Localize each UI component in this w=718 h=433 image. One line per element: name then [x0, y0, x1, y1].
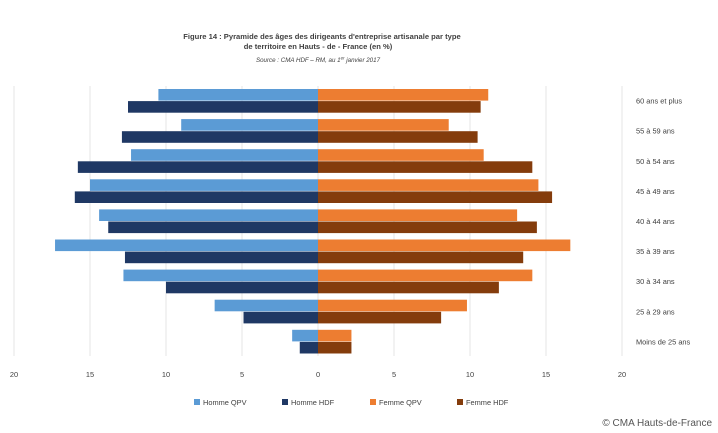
- legend-label: Femme QPV: [379, 398, 422, 407]
- category-label: 50 à 54 ans: [636, 157, 675, 166]
- category-label: 60 ans et plus: [636, 97, 682, 106]
- bar-homme-qpv: [214, 299, 318, 312]
- category-label: 45 à 49 ans: [636, 187, 675, 196]
- bar-homme-hdf: [243, 311, 318, 324]
- legend-swatch: [457, 399, 463, 405]
- bar-femme-hdf: [318, 341, 352, 354]
- chart-source-tail: janvier 2017: [345, 57, 381, 64]
- x-tick-label: 10: [466, 370, 474, 379]
- legend-label: Homme QPV: [203, 398, 247, 407]
- bar-homme-hdf: [124, 251, 319, 264]
- bar-femme-qpv: [318, 149, 484, 161]
- bar-homme-qpv: [90, 179, 318, 191]
- legend-swatch: [370, 399, 376, 405]
- category-labels: 60 ans et plus 55 à 59 ans 50 à 54 ans 45 à…: [636, 97, 691, 347]
- bar-femme-qpv: [318, 179, 539, 191]
- x-tick-label: 15: [86, 370, 94, 379]
- bars: [55, 89, 571, 354]
- bar-homme-qpv: [131, 149, 318, 161]
- bar-femme-qpv: [318, 299, 467, 312]
- x-axis-tick-labels: 20 15 10 5 0 5 10 15 20: [10, 370, 626, 379]
- legend-swatch: [282, 399, 288, 405]
- bar-femme-qpv: [318, 209, 518, 221]
- legend-swatch: [194, 399, 200, 405]
- category-label: 35 à 39 ans: [636, 247, 675, 256]
- x-tick-label: 20: [10, 370, 18, 379]
- bar-homme-qpv: [99, 209, 319, 221]
- bar-homme-hdf: [77, 161, 318, 173]
- legend: Homme QPV Homme HDF Femme QPV Femme HDF: [194, 398, 509, 407]
- bar-homme-qpv: [55, 239, 318, 252]
- chart-source-superscript: er: [341, 56, 346, 61]
- bar-femme-qpv: [318, 329, 352, 342]
- legend-label: Homme HDF: [291, 398, 335, 407]
- x-tick-label: 20: [618, 370, 626, 379]
- bar-femme-qpv: [318, 89, 489, 101]
- bar-femme-hdf: [318, 221, 537, 234]
- x-tick-label: 5: [240, 370, 244, 379]
- bar-homme-hdf: [128, 101, 318, 113]
- bar-femme-hdf: [318, 281, 499, 294]
- bar-femme-hdf: [318, 131, 478, 143]
- chart-title-line-1: Figure 14 : Pyramide des âges des dirige…: [183, 32, 460, 41]
- bar-femme-qpv: [318, 119, 449, 131]
- x-tick-label: 15: [542, 370, 550, 379]
- bar-homme-hdf: [108, 221, 319, 234]
- x-tick-label: 5: [392, 370, 396, 379]
- category-label: 30 à 34 ans: [636, 277, 675, 286]
- chart-source-text: Source : CMA HDF – RM, au 1: [256, 57, 341, 64]
- bar-homme-hdf: [121, 131, 318, 143]
- chart-source: Source : CMA HDF – RM, au 1er janvier 20…: [256, 56, 381, 65]
- legend-label: Femme HDF: [466, 398, 509, 407]
- x-tick-label: 0: [316, 370, 320, 379]
- bar-homme-hdf: [166, 281, 318, 294]
- category-label: 55 à 59 ans: [636, 127, 675, 136]
- bar-homme-hdf: [299, 341, 318, 354]
- copyright-text: © CMA Hauts-de-France: [602, 418, 712, 429]
- bar-femme-hdf: [318, 311, 442, 324]
- bar-femme-qpv: [318, 239, 571, 252]
- x-tick-label: 10: [162, 370, 170, 379]
- bar-femme-hdf: [318, 161, 533, 173]
- bar-femme-hdf: [318, 191, 553, 203]
- bar-homme-qpv: [292, 329, 318, 342]
- category-label: 40 à 44 ans: [636, 217, 675, 226]
- bar-femme-hdf: [318, 251, 524, 264]
- bar-femme-hdf: [318, 101, 481, 113]
- bar-homme-qpv: [181, 119, 318, 131]
- chart-title-line-2: de territoire en Hauts - de - France (en…: [244, 42, 393, 51]
- category-label: 25 à 29 ans: [636, 307, 675, 316]
- category-label: Moins de 25 ans: [636, 337, 691, 346]
- bar-homme-qpv: [158, 89, 318, 101]
- bar-femme-qpv: [318, 269, 533, 282]
- bar-homme-hdf: [74, 191, 318, 203]
- bar-homme-qpv: [123, 269, 318, 282]
